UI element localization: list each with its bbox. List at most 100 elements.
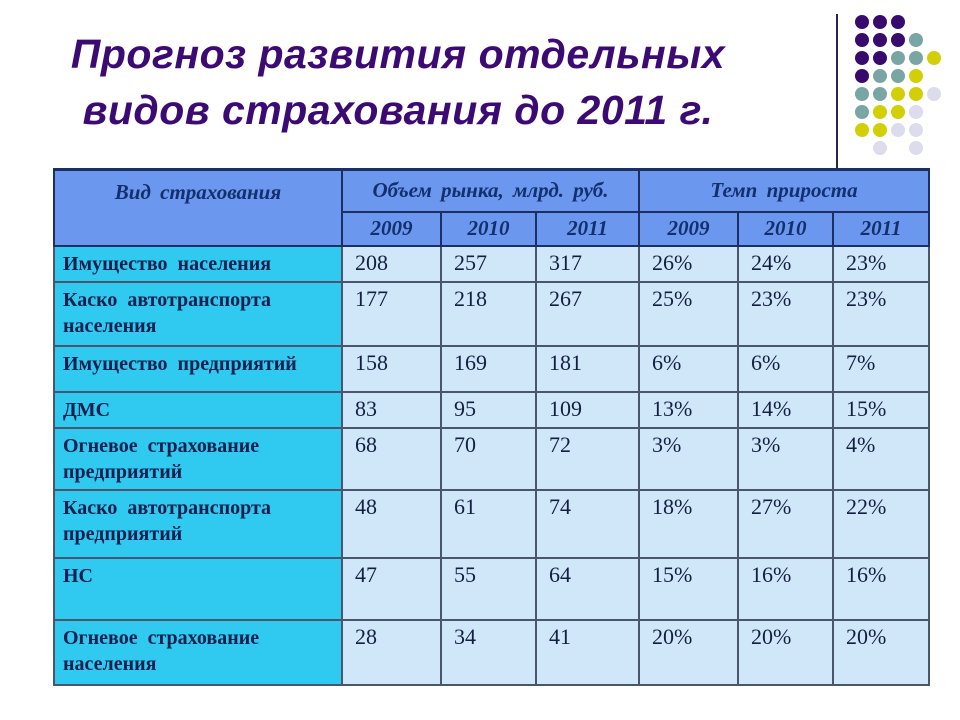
decorative-dot	[873, 123, 887, 137]
decorative-dot	[855, 15, 869, 29]
value-cell: 28	[341, 618, 442, 686]
value-cell: 169	[440, 344, 537, 393]
value-cell: 18%	[638, 488, 740, 559]
decorative-dot	[909, 123, 923, 137]
row-label: Огневое страхование предприятий	[53, 426, 343, 491]
row-label: Имущество предприятий	[53, 344, 343, 393]
value-cell: 317	[534, 244, 641, 283]
value-cell: 208	[341, 244, 442, 283]
decorative-dot	[873, 105, 887, 119]
year-header-volume-2010: 2010	[440, 210, 537, 247]
decorative-dot	[855, 33, 869, 47]
value-cell: 6%	[638, 344, 740, 393]
decorative-dot	[873, 141, 887, 155]
row-label: Имущество населения	[53, 244, 343, 283]
value-cell: 3%	[638, 426, 740, 491]
table-row: Имущество населения 208 257 317 26% 24% 23%	[53, 244, 931, 283]
value-cell: 61	[440, 488, 537, 559]
value-cell: 16%	[737, 556, 835, 621]
year-header-growth-2010: 2010	[737, 210, 835, 247]
value-cell: 95	[440, 390, 537, 429]
value-cell: 64	[534, 556, 641, 621]
value-cell: 23%	[832, 280, 931, 347]
decorative-dot	[855, 51, 869, 65]
value-cell: 26%	[638, 244, 740, 283]
value-cell: 47	[341, 556, 442, 621]
value-cell: 20%	[737, 618, 835, 686]
decorative-dot	[891, 51, 905, 65]
value-cell: 83	[341, 390, 442, 429]
value-cell: 3%	[737, 426, 835, 491]
value-cell: 20%	[832, 618, 931, 686]
value-cell: 158	[341, 344, 442, 393]
row-label: Огневое страхование населения	[53, 618, 343, 686]
value-cell: 25%	[638, 280, 740, 347]
slide-title-line-1: Прогноз развития отдельных	[70, 31, 726, 77]
value-cell: 267	[534, 280, 641, 347]
decorative-dot	[873, 51, 887, 65]
table-row: Имущество предприятий 158 169 181 6% 6% 7%	[53, 344, 931, 393]
decorative-dot	[927, 87, 941, 101]
decorative-dot	[873, 33, 887, 47]
value-cell: 23%	[737, 280, 835, 347]
slide-title-line-2: видов страхования до 2011 г.	[82, 87, 714, 133]
decorative-dot	[909, 33, 923, 47]
decorative-dot	[855, 105, 869, 119]
decorative-dot	[873, 69, 887, 83]
table-row: ДМС 83 95 109 13% 14% 15%	[53, 390, 931, 429]
value-cell: 218	[440, 280, 537, 347]
value-cell: 4%	[832, 426, 931, 491]
decorative-dot	[891, 69, 905, 83]
table-row: Каско автотранспорта предприятий 48 61 74 18…	[53, 488, 931, 559]
year-header-volume-2009: 2009	[341, 210, 442, 247]
table-header-year-row: 2009 2010 2011 2009 2010 2011	[54, 210, 931, 247]
table-row: Огневое страхование населения 28 34 41 20% 20…	[53, 618, 931, 686]
value-cell: 74	[534, 488, 641, 559]
decorative-dot	[909, 141, 923, 155]
table-row: Каско автотранспорта населения 177 218 267 2…	[53, 280, 931, 347]
value-cell: 6%	[737, 344, 835, 393]
decorative-dot	[909, 105, 923, 119]
value-cell: 7%	[832, 344, 931, 393]
year-header-growth-2011: 2011	[832, 210, 931, 247]
value-cell: 23%	[832, 244, 931, 283]
decorative-dot	[891, 123, 905, 137]
group-header-growth-rate: Темп прироста	[638, 168, 931, 213]
table-header-group-row: Вид страхования Объем рынка, млрд. руб. …	[53, 168, 931, 247]
year-header-growth-2009: 2009	[638, 210, 740, 247]
decorative-vertical-line	[836, 14, 838, 169]
value-cell: 24%	[737, 244, 835, 283]
value-cell: 181	[534, 344, 641, 393]
insurance-forecast-table: Вид страхования Объем рынка, млрд. руб. …	[53, 168, 931, 686]
value-cell: 48	[341, 488, 442, 559]
group-header-market-volume: Объем рынка, млрд. руб.	[340, 168, 641, 213]
decorative-dot	[927, 51, 941, 65]
decorative-dot	[891, 105, 905, 119]
value-cell: 13%	[638, 390, 740, 429]
decorative-dot	[891, 87, 905, 101]
row-label: Каско автотранспорта населения	[53, 280, 343, 347]
decorative-dot	[855, 69, 869, 83]
value-cell: 257	[440, 244, 537, 283]
decorative-dot	[873, 15, 887, 29]
slide-title: Прогноз развития отдельных видов страхов…	[40, 26, 756, 138]
decorative-dot	[909, 51, 923, 65]
value-cell: 177	[341, 280, 442, 347]
value-cell: 68	[341, 426, 442, 491]
table-row: Огневое страхование предприятий 68 70 72 3% 3…	[53, 426, 931, 491]
row-label: ДМС	[53, 390, 343, 429]
year-header-volume-2011: 2011	[534, 210, 641, 247]
row-label: Каско автотранспорта предприятий	[53, 488, 343, 559]
decorative-dot	[909, 87, 923, 101]
column-header-insurance-type: Вид страхования	[53, 168, 343, 247]
value-cell: 55	[440, 556, 537, 621]
value-cell: 15%	[638, 556, 740, 621]
decorative-dot	[891, 15, 905, 29]
decorative-dot	[891, 33, 905, 47]
value-cell: 27%	[737, 488, 835, 559]
dot-pattern-decoration	[853, 13, 943, 157]
value-cell: 22%	[832, 488, 931, 559]
value-cell: 14%	[737, 390, 835, 429]
value-cell: 72	[534, 426, 641, 491]
